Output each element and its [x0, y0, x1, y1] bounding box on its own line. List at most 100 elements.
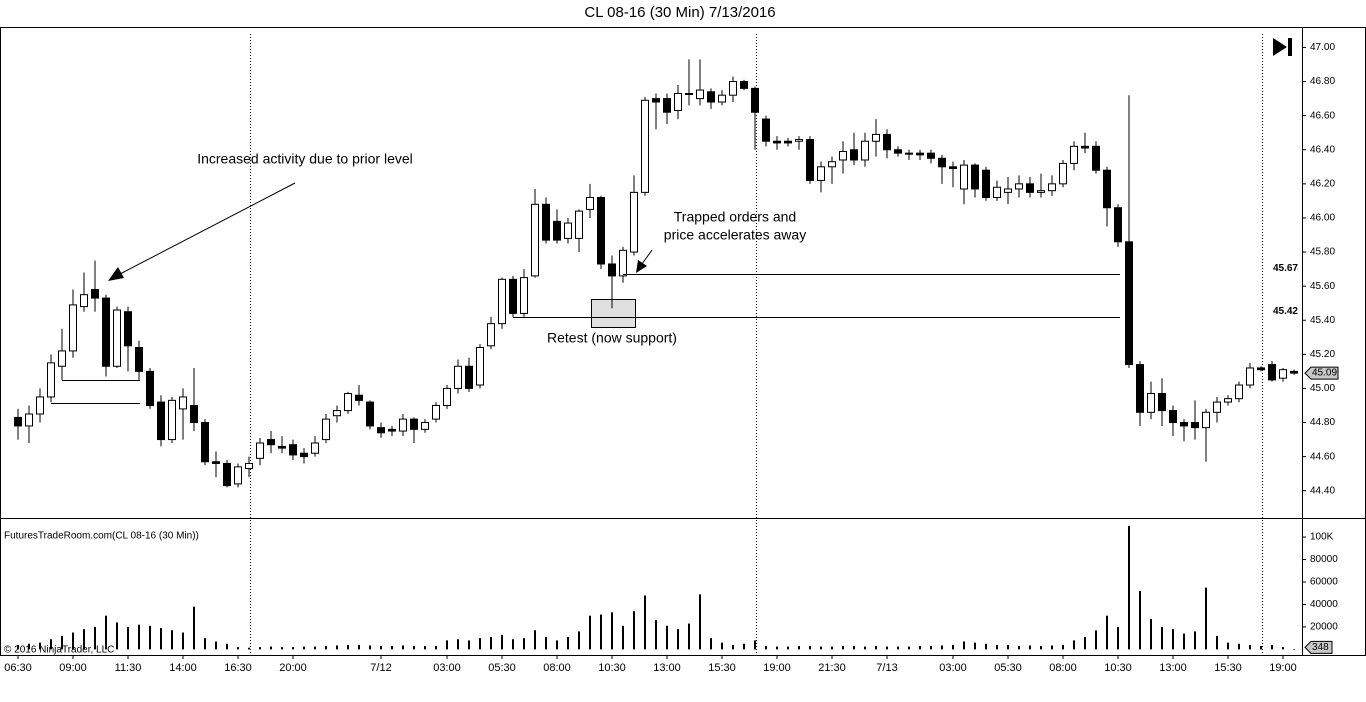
volume-bar	[1238, 643, 1240, 650]
candle	[971, 163, 979, 198]
candle-body	[597, 196, 605, 265]
candle-body	[553, 220, 561, 241]
candle-body	[1213, 401, 1221, 413]
volume-bar	[1139, 590, 1141, 650]
scroll-end-button[interactable]	[1273, 38, 1292, 56]
candle-body	[795, 139, 803, 142]
volume-bar	[259, 647, 261, 650]
candle-body	[949, 166, 957, 170]
x-tick-label: 08:00	[543, 662, 571, 674]
volume-bar	[1260, 646, 1262, 650]
candle	[498, 277, 506, 329]
candle-body	[1169, 410, 1177, 424]
candle	[223, 460, 231, 488]
volume-bar	[589, 615, 591, 650]
candle	[377, 422, 385, 438]
volume-bar	[501, 634, 503, 650]
volume-bar	[545, 637, 547, 650]
x-tick-label: 21:30	[818, 662, 846, 674]
volume-bar	[314, 646, 316, 650]
candle	[542, 197, 550, 244]
volume-bar	[919, 646, 921, 650]
volume-bar	[303, 646, 305, 650]
candle	[25, 405, 33, 443]
y-tick-label: 46.00	[1310, 213, 1335, 224]
candle	[960, 159, 968, 205]
arrow-head	[636, 260, 647, 273]
candle	[1004, 177, 1012, 205]
candle-body	[575, 210, 583, 239]
candle	[36, 388, 44, 423]
candle-body	[366, 401, 374, 427]
x-tick-label: 05:30	[994, 662, 1022, 674]
candle	[410, 417, 418, 443]
candle-body	[102, 297, 110, 367]
last-volume-label: 348	[1312, 642, 1329, 653]
volume-bar	[468, 640, 470, 650]
y-tick-label: 44.60	[1310, 451, 1335, 462]
candle	[696, 59, 704, 106]
candle-body	[839, 150, 847, 161]
volume-bar	[182, 632, 184, 650]
candle-body	[69, 304, 77, 352]
candle-body	[1279, 369, 1287, 379]
candle	[938, 154, 946, 184]
volume-bar	[1194, 631, 1196, 650]
candle-body	[861, 140, 869, 161]
candle	[663, 93, 671, 125]
y-tick-label: 47.00	[1310, 42, 1335, 53]
candle-body	[872, 133, 880, 142]
candle	[190, 367, 198, 432]
candle	[1092, 141, 1100, 174]
candle	[1191, 400, 1199, 440]
candle-body	[443, 387, 451, 406]
candle	[619, 246, 627, 283]
volume-bar	[127, 626, 129, 650]
candle-body	[498, 278, 506, 325]
candle-body	[25, 413, 33, 427]
candle	[1202, 408, 1210, 462]
volume-bar	[1282, 647, 1284, 650]
candle	[1125, 95, 1133, 368]
candle-body	[278, 445, 286, 449]
volume-bar	[710, 638, 712, 650]
volume-bar	[380, 646, 382, 650]
candle-body	[1268, 364, 1276, 381]
volume-bar	[864, 646, 866, 650]
volume-bar	[787, 646, 789, 650]
candle	[839, 141, 847, 174]
candle	[1048, 175, 1056, 196]
candle	[1037, 173, 1045, 198]
volume-bar	[1007, 644, 1009, 650]
candle-body	[234, 466, 242, 485]
candle	[949, 161, 957, 188]
volume-bar	[116, 622, 118, 650]
volume-bar	[105, 615, 107, 650]
candle-body	[322, 418, 330, 441]
volume-bar	[985, 643, 987, 650]
y-tick-label: 46.80	[1310, 76, 1335, 87]
candle-body	[146, 370, 154, 406]
candle-body	[1235, 384, 1243, 400]
candle-body	[1125, 241, 1133, 366]
volume-bar	[952, 644, 954, 650]
x-tick-label: 16:30	[224, 662, 252, 674]
candle-body	[201, 422, 209, 463]
x-tick-label: 19:00	[1269, 662, 1297, 674]
candle	[993, 180, 1001, 201]
candle	[1059, 159, 1067, 188]
annotation: Increased activity due to prior level	[197, 151, 413, 167]
copyright: © 2016 NinjaTrader, LLC	[4, 645, 114, 656]
candle	[157, 395, 165, 447]
volume-bar	[160, 628, 162, 650]
candle-body	[91, 289, 99, 299]
candle	[652, 93, 660, 130]
candle	[1081, 132, 1089, 154]
candle-body	[630, 191, 638, 253]
candle-body	[1015, 183, 1023, 190]
y-tick-label: 46.40	[1310, 144, 1335, 155]
play-icon[interactable]	[1273, 38, 1287, 56]
bar-icon[interactable]	[1288, 38, 1292, 56]
x-tick-label: 14:00	[169, 662, 197, 674]
